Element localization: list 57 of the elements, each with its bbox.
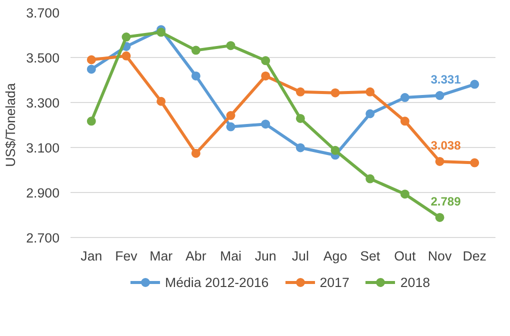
x-tick-label: Mar [150,248,174,264]
point [296,143,305,152]
point [261,120,270,129]
x-tick-label: Jun [254,248,276,264]
point [156,28,166,37]
x-tick-label: Mai [220,248,242,264]
point [470,158,480,168]
point [86,55,96,64]
x-tick-label: Fev [115,248,138,264]
point [470,80,480,89]
legend-label: Média 2012-2016 [164,274,269,290]
y-tick-label: 2.900 [26,186,60,200]
point [366,174,375,184]
x-tick-label: Ago [323,248,348,264]
y-tick-label: 3.100 [26,140,60,156]
point [330,88,340,98]
point [191,46,200,55]
point [226,122,236,132]
y-tick-label: 2.700 [26,230,60,246]
point [261,71,270,80]
point [435,156,444,166]
data-label: 2.789 [430,194,462,208]
point [191,148,200,158]
y-tick-label: 3.300 [26,96,60,110]
legend-label: 2018 [400,274,430,290]
point [400,93,410,102]
x-tick-label: Nov [428,248,452,264]
point [296,87,305,96]
x-tick-label: Abr [186,248,207,264]
legend-label: 2017 [320,274,350,290]
point [435,91,444,100]
point [366,87,375,96]
point [261,56,270,66]
point [122,32,131,42]
y-tick-label: 3.700 [26,6,60,20]
point [156,96,166,106]
x-tick-label: Set [360,248,380,264]
data-label: 3.331 [430,72,462,87]
point [86,116,96,126]
point [296,114,305,123]
point [226,111,236,120]
point [86,64,96,74]
point [191,71,200,80]
x-tick-label: Jul [292,248,309,264]
point [226,41,236,50]
y-axis-title: US$/Tonelada [3,82,18,167]
point [122,51,131,60]
y-tick-label: 3.500 [26,50,60,66]
data-label: 3.038 [430,138,462,152]
x-tick-label: Out [394,248,416,264]
point [435,212,444,222]
x-tick-label: Dez [462,248,486,264]
point [366,109,375,118]
point [400,116,410,126]
point [330,146,340,155]
x-tick-label: Jan [80,248,102,264]
point [400,190,410,199]
